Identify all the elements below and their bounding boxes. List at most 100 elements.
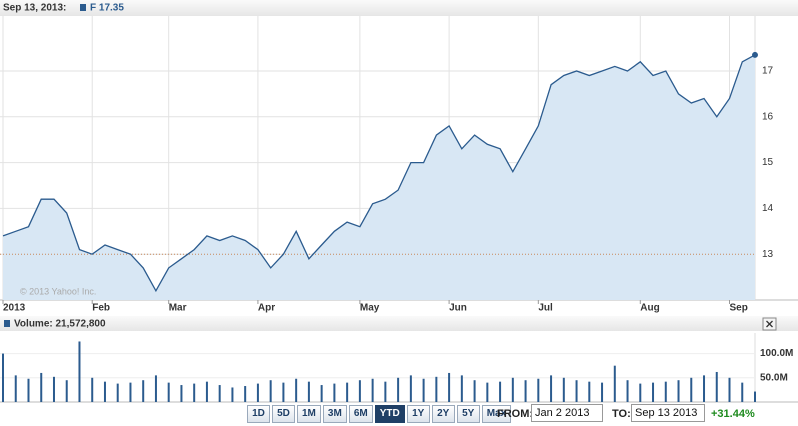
volume-bar — [307, 381, 310, 402]
volume-bar — [27, 378, 30, 402]
price-header — [0, 0, 798, 16]
from-label: FROM: — [497, 408, 534, 420]
volume-bar — [664, 381, 667, 402]
volume-bar — [193, 383, 196, 402]
price-area — [3, 54, 755, 301]
x-tick-label: 2013 — [3, 303, 26, 314]
volume-bar — [142, 380, 145, 402]
volume-bar — [244, 386, 247, 402]
volume-label: Volume: 21,572,800 — [14, 319, 106, 330]
price-line — [2, 54, 756, 293]
x-tick-label: Aug — [640, 303, 659, 314]
volume-bar — [715, 371, 718, 402]
legend-label: F 17.35 — [90, 3, 124, 14]
x-tick-label: Jul — [538, 303, 553, 314]
volume-bar — [320, 385, 323, 402]
volume-bar — [499, 381, 502, 402]
volume-bar — [511, 377, 514, 402]
volume-bar — [269, 380, 272, 402]
plot-layer: 2013 Feb Mar Apr May Jun Jul Aug Sep 13 14 15 16 17 © … — [0, 16, 793, 402]
volume-bar — [537, 378, 540, 402]
volume-bar — [486, 382, 489, 402]
volume-bar — [65, 380, 68, 402]
y-tick-label: 100.0M — [760, 348, 793, 359]
date-label: Sep 13, 2013: — [3, 3, 66, 14]
volume-bar — [448, 372, 451, 402]
x-tick-label: May — [360, 303, 380, 314]
volume-bar — [282, 382, 285, 402]
x-tick-label: Jun — [449, 303, 467, 314]
last-point — [752, 51, 758, 58]
volume-bar — [180, 385, 183, 402]
volume-bar — [333, 383, 336, 402]
change-label: +31.44% — [711, 408, 755, 420]
y-tick-label: 13 — [762, 249, 774, 260]
volume-bar — [562, 377, 565, 402]
range-button[interactable]: 2Y — [431, 405, 455, 423]
volume-bar — [728, 377, 731, 402]
volume-bar — [460, 375, 463, 402]
y-tick-label: 15 — [762, 157, 774, 168]
y-tick-label: 14 — [762, 203, 774, 214]
volume-bar — [754, 391, 756, 402]
y-tick-label: 16 — [762, 111, 774, 122]
volume-bar — [690, 377, 693, 402]
volume-bar — [588, 381, 591, 402]
range-button[interactable]: 5D — [272, 405, 295, 423]
volume-bar — [652, 382, 655, 402]
chart: Sep 13, 2013: F 17.35 Volume: 21,572,800… — [0, 0, 798, 403]
range-button[interactable]: 1D — [247, 405, 270, 423]
close-button[interactable] — [762, 317, 777, 331]
volume-bar — [256, 383, 259, 402]
range-button[interactable]: 1Y — [406, 405, 430, 423]
volume-bar — [346, 382, 349, 402]
range-button[interactable]: 3M — [322, 405, 347, 423]
from-input[interactable]: Jan 2 2013 — [531, 404, 603, 422]
range-button[interactable]: 5Y — [456, 405, 480, 423]
volume-bar — [14, 375, 17, 402]
volume-bar — [371, 378, 374, 402]
legend-swatch — [4, 320, 10, 327]
range-buttons: 1D 5D 1M 3M 6M YTD 1Y 2Y 5Y Max — [247, 405, 512, 423]
volume-bar — [741, 382, 744, 402]
volume-bar — [524, 380, 527, 402]
volume-bar — [91, 377, 94, 402]
volume-bar — [639, 383, 642, 402]
volume-bar — [409, 375, 412, 402]
volume-bar — [626, 380, 629, 402]
range-button[interactable]: 6M — [348, 405, 373, 423]
volume-bar — [103, 381, 106, 402]
y-tick-label: 17 — [762, 66, 774, 77]
volume-bar — [677, 380, 680, 402]
volume-bar — [358, 380, 361, 402]
volume-bar — [129, 382, 132, 402]
volume-bar — [154, 375, 157, 402]
range-button[interactable]: Max — [481, 405, 512, 423]
volume-bar — [218, 385, 221, 402]
range-button[interactable]: YTD — [374, 405, 405, 423]
legend-swatch — [80, 4, 86, 11]
to-label: TO: — [612, 408, 631, 420]
volume-bar — [384, 381, 387, 402]
volume-bar — [295, 378, 298, 402]
x-tick-label: Mar — [169, 303, 187, 314]
watermark: © 2013 Yahoo! Inc. — [20, 286, 96, 296]
x-tick-label: Sep — [730, 303, 748, 314]
controls: 1D 5D 1M 3M 6M YTD 1Y 2Y 5Y Max FROM: Jan 2 2013 … — [0, 403, 798, 425]
volume-bar — [116, 383, 119, 402]
volume-bar — [473, 380, 476, 402]
volume-bar — [78, 341, 81, 402]
volume-bar — [52, 376, 55, 402]
volume-bar — [550, 375, 553, 402]
x-tick-label: Apr — [258, 303, 275, 314]
volume-bar — [167, 382, 170, 402]
to-input[interactable]: Sep 13 2013 — [631, 404, 705, 422]
volume-bar — [397, 377, 400, 402]
range-button[interactable]: 1M — [297, 405, 321, 423]
volume-bar — [40, 372, 43, 402]
volume-bar — [703, 375, 706, 402]
volume-bar — [613, 365, 616, 402]
volume-bar — [231, 387, 234, 402]
volume-bar — [2, 353, 4, 402]
